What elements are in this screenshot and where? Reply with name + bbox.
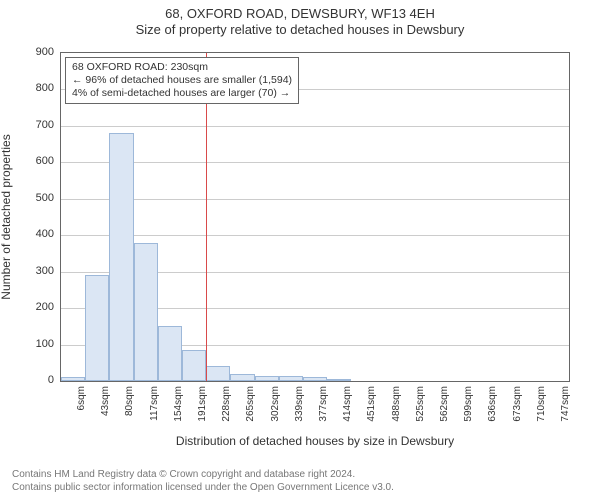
histogram-bar xyxy=(158,326,182,381)
y-axis-label: Number of detached properties xyxy=(0,134,13,299)
x-tick-label: 43sqm xyxy=(100,386,111,416)
y-tick-label: 700 xyxy=(14,119,54,131)
y-tick-label: 800 xyxy=(14,82,54,94)
x-tick-label: 414sqm xyxy=(342,386,353,422)
x-tick-label: 191sqm xyxy=(197,386,208,422)
annot-line3: 4% of semi-detached houses are larger (7… xyxy=(72,87,292,100)
histogram-bar xyxy=(279,376,303,381)
title-subtitle: Size of property relative to detached ho… xyxy=(0,22,600,38)
x-tick-label: 377sqm xyxy=(318,386,329,422)
x-tick-label: 339sqm xyxy=(294,386,305,422)
plot-area: 68 OXFORD ROAD: 230sqm ← 96% of detached… xyxy=(60,52,570,382)
annot-line1: 68 OXFORD ROAD: 230sqm xyxy=(72,61,292,74)
x-tick-label: 80sqm xyxy=(124,386,135,416)
x-tick-label: 673sqm xyxy=(512,386,523,422)
gridline xyxy=(61,162,569,163)
x-tick-label: 154sqm xyxy=(173,386,184,422)
x-tick-label: 488sqm xyxy=(391,386,402,422)
x-tick-label: 525sqm xyxy=(415,386,426,422)
x-tick-label: 228sqm xyxy=(221,386,232,422)
histogram-bar xyxy=(85,275,109,381)
annot-line2: ← 96% of detached houses are smaller (1,… xyxy=(72,74,292,87)
y-tick-label: 900 xyxy=(14,46,54,58)
histogram-bar xyxy=(61,377,85,381)
x-tick-label: 451sqm xyxy=(366,386,377,422)
x-tick-label: 6sqm xyxy=(76,386,87,410)
gridline xyxy=(61,199,569,200)
x-tick-label: 710sqm xyxy=(536,386,547,422)
y-tick-label: 600 xyxy=(14,155,54,167)
histogram-bar xyxy=(230,374,254,381)
x-tick-label: 302sqm xyxy=(270,386,281,422)
y-tick-label: 0 xyxy=(14,374,54,386)
histogram-bar xyxy=(303,377,327,381)
footer-line1: Contains HM Land Registry data © Crown c… xyxy=(12,469,394,482)
x-tick-label: 562sqm xyxy=(439,386,450,422)
y-tick-label: 500 xyxy=(14,192,54,204)
x-tick-label: 117sqm xyxy=(149,386,160,421)
histogram-bar xyxy=(182,350,206,381)
x-tick-label: 265sqm xyxy=(245,386,256,422)
histogram-bar xyxy=(109,133,133,381)
x-tick-label: 747sqm xyxy=(560,386,571,422)
reference-annotation: 68 OXFORD ROAD: 230sqm ← 96% of detached… xyxy=(65,57,299,104)
histogram-bar xyxy=(255,376,279,381)
title-address: 68, OXFORD ROAD, DEWSBURY, WF13 4EH xyxy=(0,6,600,22)
y-tick-label: 200 xyxy=(14,301,54,313)
y-tick-label: 300 xyxy=(14,265,54,277)
chart-title: 68, OXFORD ROAD, DEWSBURY, WF13 4EH Size… xyxy=(0,0,600,39)
x-axis-label: Distribution of detached houses by size … xyxy=(60,434,570,448)
attribution-footer: Contains HM Land Registry data © Crown c… xyxy=(12,469,394,494)
y-tick-label: 100 xyxy=(14,338,54,350)
histogram-bar xyxy=(206,366,230,381)
gridline xyxy=(61,126,569,127)
footer-line2: Contains public sector information licen… xyxy=(12,482,394,495)
histogram-bar xyxy=(134,243,158,381)
x-tick-label: 636sqm xyxy=(487,386,498,422)
y-tick-label: 400 xyxy=(14,228,54,240)
gridline xyxy=(61,235,569,236)
chart-area: Number of detached properties 68 OXFORD … xyxy=(0,42,600,452)
histogram-bar xyxy=(327,379,351,381)
x-tick-label: 599sqm xyxy=(463,386,474,422)
